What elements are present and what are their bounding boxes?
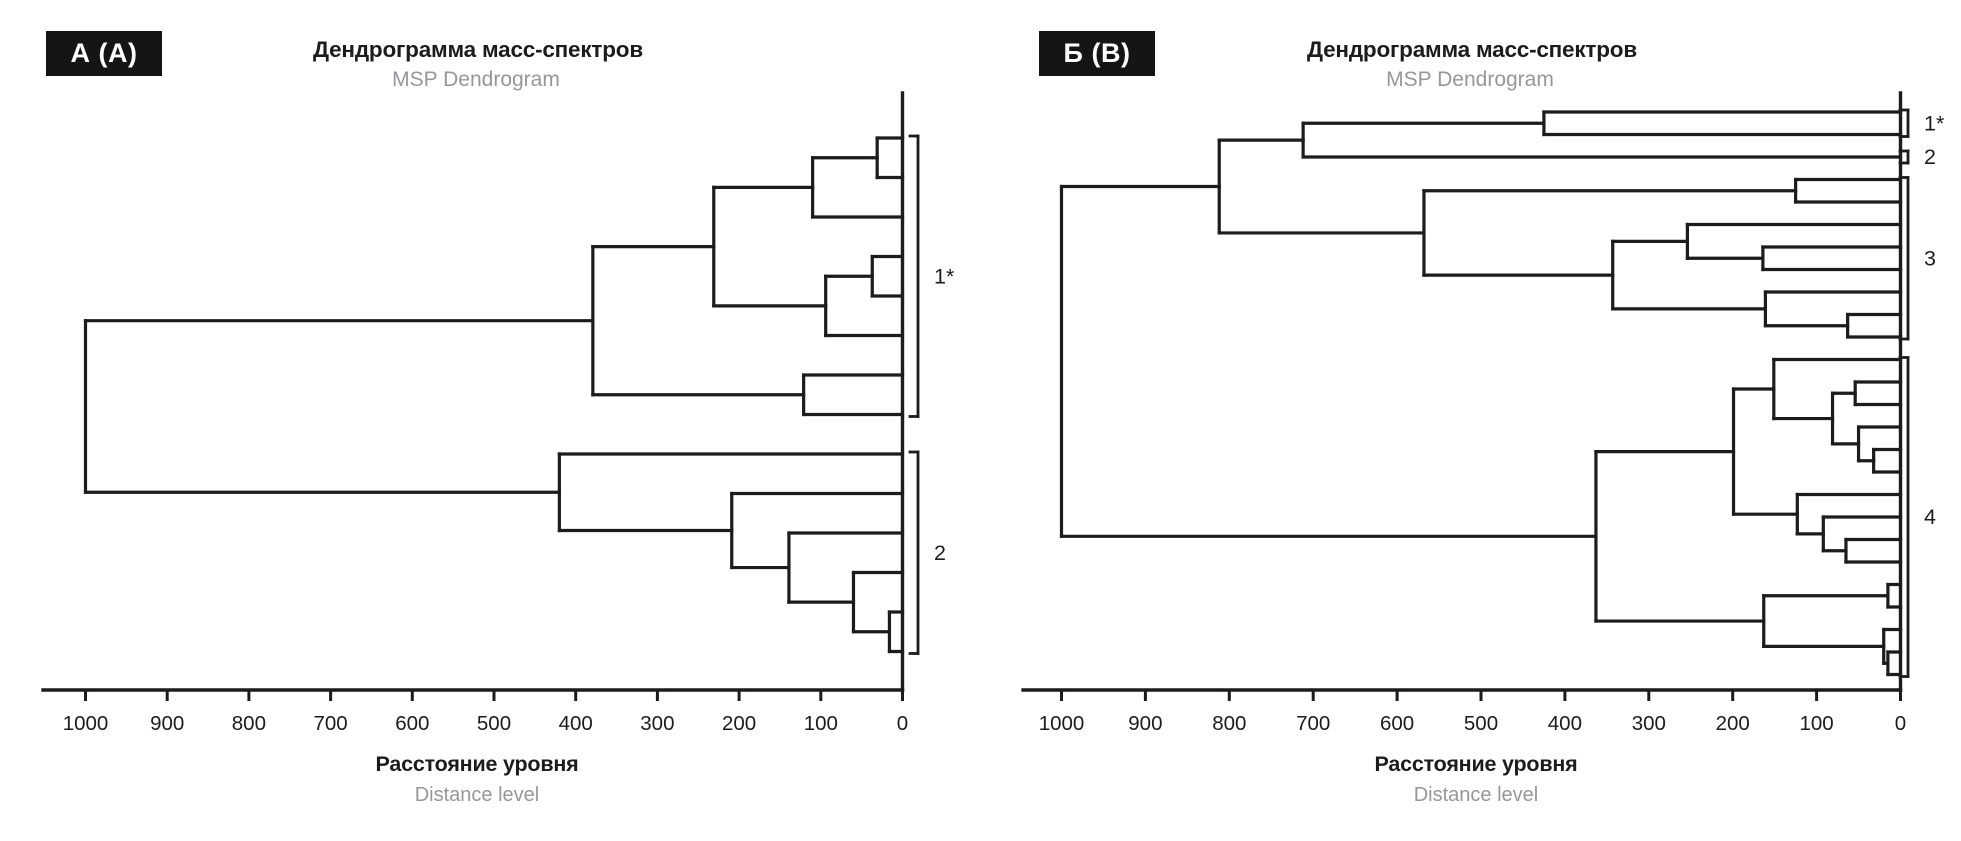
axis-tick-label: 1000 xyxy=(1039,712,1085,735)
cluster-label: 2 xyxy=(1924,145,1936,169)
axis-tick-label: 100 xyxy=(1799,712,1833,735)
axis-tick-label: 500 xyxy=(477,712,511,735)
panel-b-xaxis-label-ru: Расстояние уровня xyxy=(1374,752,1578,776)
panel-a-subtitle: MSP Dendrogram xyxy=(392,68,560,91)
axis-tick-label: 200 xyxy=(722,712,756,735)
axis-tick-label: 500 xyxy=(1464,712,1498,735)
axis-tick-label: 600 xyxy=(395,712,429,735)
panel-a-title: Дендрограмма масс-спектров xyxy=(313,37,643,62)
axis-tick-label: 700 xyxy=(313,712,347,735)
panel-b-subtitle: MSP Dendrogram xyxy=(1386,68,1554,91)
cluster-label: 2 xyxy=(934,541,946,565)
cluster-label: 4 xyxy=(1924,505,1936,529)
axis-tick-label: 300 xyxy=(1632,712,1666,735)
axis-tick-label: 800 xyxy=(232,712,266,735)
panel-b-group: 1000 900 800 700 600 500 400 300 200 100 01*234 xyxy=(1021,91,1945,735)
panel-b-title: Дендрограмма масс-спектров xyxy=(1307,37,1637,62)
axis-tick-label: 0 xyxy=(897,712,908,735)
panel-a-badge: А (A) xyxy=(46,31,162,76)
axis-tick-label: 0 xyxy=(1895,712,1906,735)
panel-b-xaxis-label-en: Distance level xyxy=(1413,784,1539,806)
axis-tick-label: 100 xyxy=(804,712,838,735)
panel-b-badge: Б (B) xyxy=(1039,31,1155,76)
cluster-label: 1* xyxy=(1924,111,1945,135)
axis-tick-label: 400 xyxy=(559,712,593,735)
axis-tick-label: 900 xyxy=(150,712,184,735)
panel-a-xaxis-label-en: Distance level xyxy=(414,784,540,806)
axis-tick-label: 400 xyxy=(1548,712,1582,735)
panel-a-xaxis-label-ru: Расстояние уровня xyxy=(375,752,579,776)
axis-tick-label: 200 xyxy=(1716,712,1750,735)
cluster-label: 3 xyxy=(1924,246,1936,270)
axis-tick-label: 900 xyxy=(1128,712,1162,735)
axis-tick-label: 300 xyxy=(640,712,674,735)
cluster-label: 1* xyxy=(934,264,955,288)
axis-tick-label: 700 xyxy=(1296,712,1330,735)
axis-tick-label: 800 xyxy=(1212,712,1246,735)
panel-a-group: 1000 900 800 700 600 500 400 300 200 100 01*2 xyxy=(41,91,955,735)
axis-tick-label: 600 xyxy=(1380,712,1414,735)
axis-tick-label: 1000 xyxy=(63,712,109,735)
